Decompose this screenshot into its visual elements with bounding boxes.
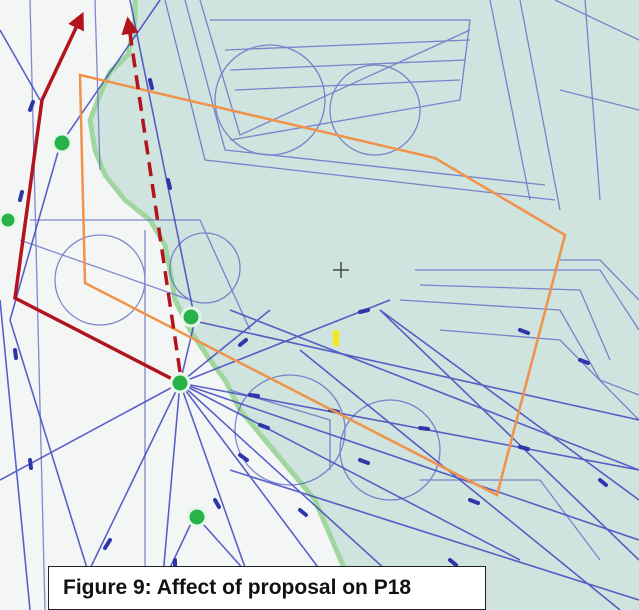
- figure-caption: Figure 9: Affect of proposal on P18: [48, 566, 486, 610]
- proposed-route-realignment: [121, 16, 182, 373]
- yellow-marker: [333, 330, 339, 346]
- airspace-boundaries: [19, 0, 639, 610]
- waypoint-marker: [180, 306, 202, 328]
- waypoint-marker: [0, 210, 18, 230]
- current-route-p18: [13, 11, 181, 385]
- waypoint-marker: [169, 372, 191, 394]
- crosshair-icon: [333, 262, 349, 278]
- waypoint-marker: [186, 506, 208, 528]
- waypoint-marker: [51, 132, 73, 154]
- waypoints: [0, 132, 208, 528]
- proposal-boundary: [78, 73, 567, 497]
